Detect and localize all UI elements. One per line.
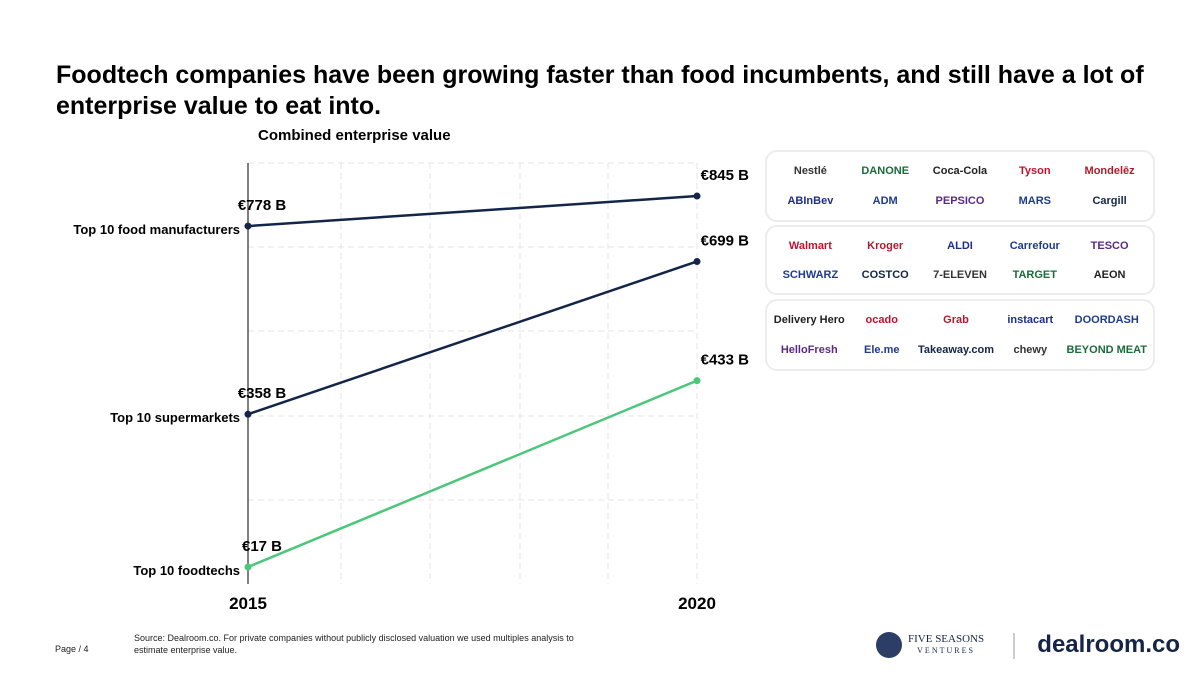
data-label: €358 B — [238, 385, 287, 402]
logo-abinbev: ABInBev — [787, 195, 834, 207]
logo-tesco: TESCO — [1090, 239, 1129, 252]
series-name-label: Top 10 food manufacturers — [73, 222, 240, 237]
data-point — [693, 257, 701, 265]
logo-danone: DANONE — [861, 165, 910, 177]
logo-costco: COSTCO — [861, 268, 909, 281]
logo-target: TARGET — [1012, 268, 1057, 281]
logo-mondel-z: Mondelēz — [1084, 165, 1135, 177]
data-label: €17 B — [242, 538, 282, 555]
data-label: €778 B — [238, 197, 287, 214]
logo-7-eleven: 7-ELEVEN — [933, 268, 987, 281]
x-tick-label: 2020 — [678, 594, 716, 613]
logo-cargill: Cargill — [1092, 195, 1127, 207]
page-title: Foodtech companies have been growing fas… — [56, 61, 1144, 120]
data-point — [693, 377, 701, 385]
data-label: €845 B — [701, 167, 750, 184]
logo-carrefour: Carrefour — [1009, 239, 1060, 252]
logo-beyond-meat: BEYOND MEAT — [1066, 344, 1147, 356]
divider — [1013, 633, 1015, 659]
fsv-sub: VENTURES — [917, 646, 975, 655]
logo-pepsico: PEPSICO — [935, 195, 985, 207]
logo-schwarz: SCHWARZ — [782, 268, 839, 281]
logo-chewy: chewy — [1013, 344, 1048, 356]
supermarket-logos: Walmart Kroger ALDI Carrefour TESCO SCHWARZ CO… — [765, 225, 1155, 295]
logo-instacart: instacart — [1007, 314, 1054, 326]
logo-mars: MARS — [1018, 195, 1051, 207]
logo-takeaway-com: Takeaway.com — [918, 344, 995, 356]
page-number: Page / 4 — [55, 644, 89, 654]
series-line — [247, 260, 698, 416]
manufacturer-logos: Nestlé DANONE Coca-Cola Tyson Mondelēz ABInBe… — [765, 150, 1155, 222]
logo-ocado: ocado — [865, 314, 898, 326]
series-name-label: Top 10 supermarkets — [110, 410, 240, 425]
source-note: Source: Dealroom.co. For private compani… — [134, 633, 574, 655]
logo-hellofresh: HelloFresh — [780, 344, 838, 356]
data-label: €699 B — [701, 232, 750, 249]
x-tick-label: 2015 — [229, 594, 267, 613]
series-name-label: Top 10 foodtechs — [133, 563, 240, 578]
logo-aeon: AEON — [1093, 268, 1126, 281]
data-point — [244, 563, 252, 571]
dealroom-logo: dealroom.co — [1037, 631, 1180, 658]
seal-icon — [876, 632, 902, 658]
series-line — [247, 194, 698, 228]
data-point — [244, 410, 252, 418]
logo-tyson: Tyson — [1019, 165, 1051, 177]
logo-coca-cola: Coca-Cola — [932, 165, 988, 177]
logo-delivery-hero: Delivery Hero — [773, 314, 845, 326]
logo-grab: Grab — [943, 314, 969, 326]
logo-ele-me: Ele.me — [864, 344, 900, 356]
chart-title: Combined enterprise value — [258, 127, 451, 144]
line-chart: 2015 2020 €778 B €845 B Top 10 food manufact… — [73, 162, 750, 613]
five-seasons-logo: FIVE SEASONS VENTURES — [876, 632, 984, 658]
logo-nestl-: Nestlé — [793, 165, 827, 177]
fsv-name: FIVE SEASONS — [908, 633, 985, 645]
series-line — [247, 379, 698, 569]
data-label: €433 B — [701, 352, 750, 369]
foodtech-logos: Delivery Hero ocado Grab instacart DOORDASH H… — [765, 299, 1155, 371]
data-point — [693, 192, 701, 200]
data-point — [244, 222, 252, 230]
logo-doordash: DOORDASH — [1074, 314, 1139, 326]
logo-adm: ADM — [872, 195, 898, 207]
logo-aldi: ALDI — [947, 239, 973, 252]
logo-kroger: Kroger — [867, 239, 904, 252]
logo-walmart: Walmart — [788, 239, 832, 252]
